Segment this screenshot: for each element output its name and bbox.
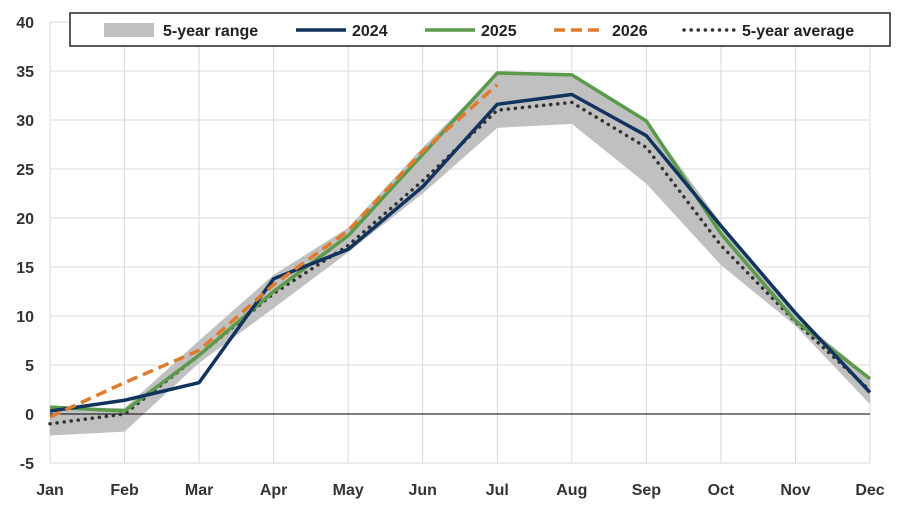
legend-item-2024: 2024: [296, 23, 388, 40]
legend-label: 5-year average: [742, 23, 854, 40]
y-tick-label: -5: [20, 456, 34, 473]
legend-item-2026: 2026: [554, 23, 648, 40]
legend-box: [69, 12, 891, 47]
series-lines: [48, 71, 872, 426]
legend-swatch: [104, 23, 154, 37]
range-area: [50, 72, 870, 436]
x-tick-label: Feb: [110, 482, 139, 499]
y-axis-ticks: -5 0 5 10 15 20 25 30 35 40: [16, 15, 34, 473]
x-tick-label: Aug: [556, 482, 587, 499]
x-tick-label: Mar: [185, 482, 213, 499]
y-tick-label: 0: [25, 407, 34, 424]
y-tick-label: 25: [16, 162, 34, 179]
legend-label: 2024: [352, 23, 388, 40]
five-year-range-band: [50, 72, 870, 436]
x-tick-label: Dec: [855, 482, 884, 499]
y-tick-label: 40: [16, 15, 34, 32]
x-tick-label: Jan: [36, 482, 64, 499]
y-tick-label: 35: [16, 64, 34, 81]
legend: 5-year range 2024 2025 2026 5-year average: [69, 12, 891, 47]
y-tick-label: 10: [16, 309, 34, 326]
legend-item-5-year-range: 5-year range: [104, 23, 258, 40]
x-tick-label: Oct: [708, 482, 735, 499]
y-tick-label: 20: [16, 211, 34, 228]
series-line-2025: [49, 71, 872, 413]
y-tick-label: 5: [25, 358, 34, 375]
x-tick-label: Sep: [632, 482, 662, 499]
grid: [49, 21, 871, 464]
x-tick-label: Jun: [409, 482, 437, 499]
legend-item-2025: 2025: [425, 23, 517, 40]
legend-label: 5-year range: [163, 23, 258, 40]
series-line-2026: [49, 83, 499, 419]
x-axis-ticks: Jan Feb Mar Apr May Jun Jul Aug Sep Oct Nov Dec: [36, 482, 885, 499]
x-tick-label: May: [333, 482, 364, 499]
legend-label: 2025: [481, 23, 517, 40]
series-line-2024: [49, 92, 872, 413]
legend-item-5-year-average: 5-year average: [682, 23, 854, 40]
x-tick-label: Apr: [260, 482, 288, 499]
y-tick-label: 30: [16, 113, 34, 130]
x-tick-label: Nov: [780, 482, 810, 499]
x-tick-label: Jul: [486, 482, 509, 499]
y-tick-label: 15: [16, 260, 34, 277]
legend-label: 2026: [612, 23, 648, 40]
